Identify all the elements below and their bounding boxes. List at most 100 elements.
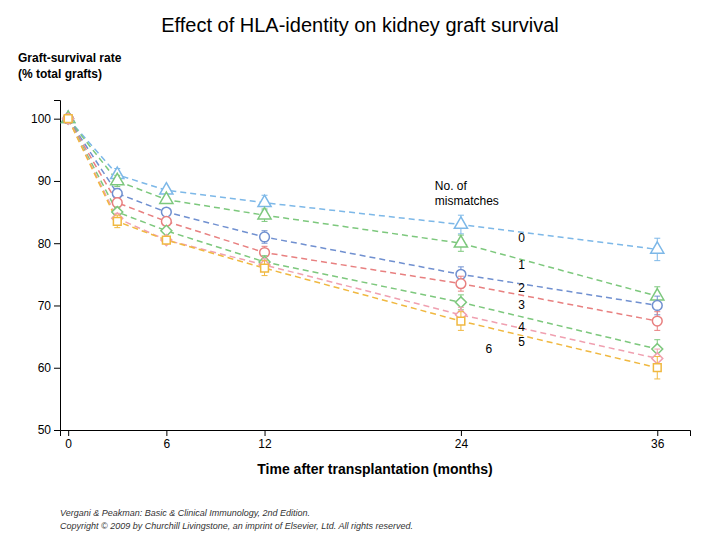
x-axis-label: Time after transplantation (months) bbox=[257, 461, 492, 477]
point bbox=[261, 264, 269, 272]
point bbox=[258, 195, 271, 206]
title: Effect of HLA-identity on kidney graft s… bbox=[161, 14, 559, 36]
x-tick-mark bbox=[657, 430, 658, 436]
point bbox=[162, 236, 170, 244]
y-tick-mark bbox=[54, 368, 60, 369]
marks bbox=[62, 111, 664, 379]
error-bar-cap bbox=[262, 246, 268, 247]
x-tick: 6 bbox=[164, 430, 171, 451]
error-bar-cap bbox=[262, 230, 268, 231]
annotation: 5 bbox=[518, 335, 525, 349]
y-tick: 50 bbox=[38, 423, 60, 437]
x-tick: 0 bbox=[65, 430, 72, 451]
y-tick-label: 80 bbox=[38, 237, 52, 251]
annotation-title-line: No. of bbox=[435, 179, 468, 193]
series-line bbox=[68, 119, 657, 321]
annotation: 2 bbox=[518, 281, 525, 295]
series-line bbox=[68, 119, 657, 368]
annotation: 6 bbox=[485, 342, 492, 356]
error-bar-cap bbox=[654, 260, 660, 261]
y-tick-mark bbox=[54, 243, 60, 244]
point bbox=[653, 364, 661, 372]
point bbox=[112, 189, 122, 199]
error-bar-cap bbox=[458, 330, 464, 331]
annotation-title-line: mismatches bbox=[435, 194, 499, 208]
error-bar bbox=[262, 261, 268, 276]
annotation: 3 bbox=[518, 298, 525, 312]
error-bar-cap bbox=[654, 349, 660, 350]
y-tick-mark bbox=[54, 181, 60, 182]
y-tick-label: 60 bbox=[38, 361, 52, 375]
x-tick-label: 12 bbox=[258, 437, 272, 451]
y-tick: 70 bbox=[38, 299, 60, 313]
annotation: 1 bbox=[518, 258, 525, 272]
error-bar-cap bbox=[114, 215, 120, 216]
error-bar-cap bbox=[654, 378, 660, 379]
series-line bbox=[68, 119, 657, 296]
point bbox=[454, 217, 467, 228]
error-bar-cap bbox=[458, 276, 464, 277]
error-bar-cap bbox=[458, 291, 464, 292]
series-points bbox=[62, 111, 664, 305]
series-line bbox=[68, 119, 657, 359]
series-line bbox=[68, 119, 657, 306]
point bbox=[161, 207, 171, 217]
x-tick-label: 36 bbox=[651, 437, 665, 451]
point bbox=[652, 301, 662, 311]
point bbox=[63, 113, 74, 124]
error-bar-cap bbox=[654, 339, 660, 340]
point bbox=[457, 317, 465, 325]
x-tick-mark bbox=[461, 430, 462, 436]
series-points bbox=[62, 111, 664, 261]
error-bar-cap bbox=[458, 294, 464, 295]
error-bar bbox=[458, 312, 464, 331]
annotation-title: No. ofmismatches bbox=[435, 179, 499, 208]
point bbox=[64, 115, 72, 123]
error-bar-cap bbox=[262, 221, 268, 222]
x-tick: 24 bbox=[455, 430, 469, 451]
plot-area: 061224365060708090100No. ofmismatches012… bbox=[31, 101, 691, 451]
error-bar-cap bbox=[114, 227, 120, 228]
point bbox=[456, 279, 466, 289]
y-tick-mark bbox=[54, 305, 60, 306]
error-bar-cap bbox=[654, 311, 660, 312]
y-tick: 80 bbox=[38, 237, 60, 251]
error-bar bbox=[654, 357, 660, 379]
point bbox=[161, 235, 172, 246]
y-tick-mark bbox=[54, 119, 60, 120]
y-tick-mark bbox=[54, 430, 60, 431]
error-bar-cap bbox=[654, 330, 660, 331]
series-points bbox=[63, 114, 662, 315]
y-axis-label: (% total grafts) bbox=[18, 67, 102, 81]
x-axis-line bbox=[61, 431, 691, 437]
point bbox=[160, 192, 173, 203]
point bbox=[63, 114, 73, 124]
x-tick-label: 6 bbox=[164, 437, 171, 451]
x-tick-mark bbox=[68, 430, 69, 436]
error-bar-cap bbox=[458, 266, 464, 267]
series-points bbox=[63, 113, 663, 368]
point bbox=[651, 242, 664, 253]
series-points bbox=[63, 113, 663, 358]
point bbox=[63, 114, 73, 124]
footnote: Copyright © 2009 by Churchill Livingston… bbox=[60, 521, 413, 531]
error-bar-cap bbox=[262, 275, 268, 276]
error-bar-cap bbox=[654, 296, 660, 297]
y-axis-label: Graft-survival rate bbox=[18, 51, 122, 65]
error-bar-cap bbox=[654, 356, 660, 357]
y-tick-label: 90 bbox=[38, 174, 52, 188]
chart: Effect of HLA-identity on kidney graft s… bbox=[0, 0, 720, 540]
error-bar-cap bbox=[262, 243, 268, 244]
x-axis: 0 6 12 24 36 bbox=[61, 430, 691, 451]
error-bar-cap bbox=[262, 260, 268, 261]
y-tick: 100 bbox=[31, 112, 60, 126]
x-tick-mark bbox=[166, 430, 167, 436]
y-tick-label: 70 bbox=[38, 299, 52, 313]
error-bar-cap bbox=[114, 186, 120, 187]
point bbox=[258, 208, 271, 219]
footnote: Vergani & Peakman: Basic & Clinical Immu… bbox=[60, 508, 310, 518]
x-tick: 12 bbox=[258, 430, 272, 451]
error-bar-cap bbox=[458, 251, 464, 252]
y-axis: 50 60 70 80 90 100 bbox=[31, 101, 61, 438]
annotation: 0 bbox=[518, 231, 525, 245]
